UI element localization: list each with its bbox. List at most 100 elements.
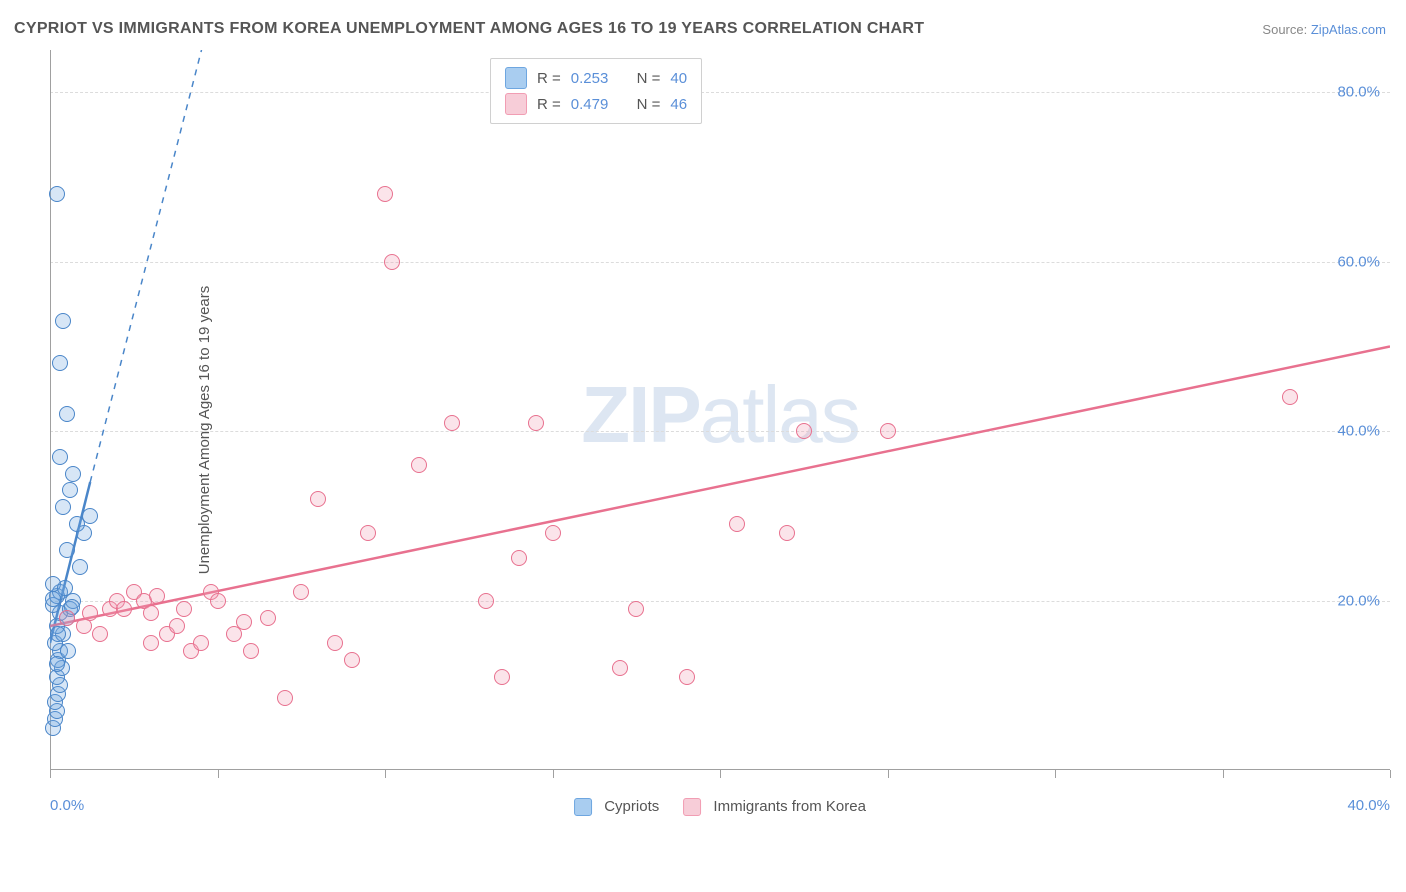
source-label: Source: xyxy=(1262,22,1307,37)
data-point xyxy=(1282,389,1298,405)
data-point xyxy=(193,635,209,651)
data-point xyxy=(384,254,400,270)
correlation-legend: R = 0.253 N = 40 R = 0.479 N = 46 xyxy=(490,58,702,124)
gridline-h xyxy=(50,92,1390,93)
data-point xyxy=(52,449,68,465)
data-point xyxy=(377,186,393,202)
watermark-zip: ZIP xyxy=(581,370,699,459)
data-point xyxy=(411,457,427,473)
data-point xyxy=(49,656,65,672)
data-point xyxy=(293,584,309,600)
data-point xyxy=(528,415,544,431)
data-point xyxy=(545,525,561,541)
data-point xyxy=(72,559,88,575)
data-point xyxy=(679,669,695,685)
data-point xyxy=(116,601,132,617)
data-point xyxy=(59,542,75,558)
legend-r-value: 0.253 xyxy=(571,70,609,87)
y-tick-label: 20.0% xyxy=(1337,592,1380,609)
x-tick-mark xyxy=(50,770,51,778)
data-point xyxy=(143,635,159,651)
x-tick-mark xyxy=(1390,770,1391,778)
legend-item-cypriots: Cypriots xyxy=(574,798,659,816)
data-point xyxy=(880,423,896,439)
data-point xyxy=(52,355,68,371)
trend-lines xyxy=(50,50,1390,770)
data-point xyxy=(82,605,98,621)
data-point xyxy=(327,635,343,651)
legend-row: R = 0.479 N = 46 xyxy=(505,91,687,117)
watermark: ZIPatlas xyxy=(581,369,858,461)
data-point xyxy=(236,614,252,630)
data-point xyxy=(169,618,185,634)
legend-item-korea: Immigrants from Korea xyxy=(683,798,866,816)
x-tick-mark xyxy=(385,770,386,778)
gridline-h xyxy=(50,262,1390,263)
data-point xyxy=(729,516,745,532)
chart-title: CYPRIOT VS IMMIGRANTS FROM KOREA UNEMPLO… xyxy=(14,20,924,38)
data-point xyxy=(149,588,165,604)
legend-swatch-korea xyxy=(683,798,701,816)
y-tick-label: 80.0% xyxy=(1337,84,1380,101)
legend-r-label: R = xyxy=(537,70,561,87)
gridline-h xyxy=(50,601,1390,602)
series-legend: Cypriots Immigrants from Korea xyxy=(574,798,866,816)
data-point xyxy=(210,593,226,609)
data-point xyxy=(779,525,795,541)
x-tick-mark xyxy=(553,770,554,778)
x-tick-mark xyxy=(218,770,219,778)
legend-n-value: 46 xyxy=(670,96,687,113)
legend-label: Cypriots xyxy=(604,798,659,815)
data-point xyxy=(796,423,812,439)
plot-area: Unemployment Among Ages 16 to 19 years Z… xyxy=(50,50,1390,810)
data-point xyxy=(478,593,494,609)
data-point xyxy=(494,669,510,685)
data-point xyxy=(59,406,75,422)
data-point xyxy=(55,313,71,329)
x-tick-mark xyxy=(1223,770,1224,778)
legend-swatch-korea xyxy=(505,93,527,115)
legend-n-value: 40 xyxy=(670,70,687,87)
data-point xyxy=(444,415,460,431)
y-tick-label: 40.0% xyxy=(1337,423,1380,440)
legend-swatch-cypriots xyxy=(505,67,527,89)
x-tick-mark xyxy=(720,770,721,778)
data-point xyxy=(62,482,78,498)
data-point xyxy=(511,550,527,566)
x-tick-label: 0.0% xyxy=(50,797,84,814)
legend-swatch-cypriots xyxy=(574,798,592,816)
data-point xyxy=(65,466,81,482)
source-attribution: Source: ZipAtlas.com xyxy=(1262,22,1386,37)
x-tick-label: 40.0% xyxy=(1347,797,1390,814)
data-point xyxy=(82,508,98,524)
x-tick-mark xyxy=(1055,770,1056,778)
data-point xyxy=(260,610,276,626)
data-point xyxy=(344,652,360,668)
data-point xyxy=(55,499,71,515)
data-point xyxy=(176,601,192,617)
x-tick-mark xyxy=(888,770,889,778)
data-point xyxy=(60,643,76,659)
data-point xyxy=(310,491,326,507)
data-point xyxy=(277,690,293,706)
data-point xyxy=(59,610,75,626)
data-point xyxy=(143,605,159,621)
y-axis-label: Unemployment Among Ages 16 to 19 years xyxy=(196,286,213,575)
legend-label: Immigrants from Korea xyxy=(713,798,866,815)
data-point xyxy=(57,580,73,596)
gridline-h xyxy=(50,431,1390,432)
data-point xyxy=(49,186,65,202)
y-tick-label: 60.0% xyxy=(1337,253,1380,270)
legend-n-label: N = xyxy=(637,96,661,113)
data-point xyxy=(360,525,376,541)
data-point xyxy=(92,626,108,642)
legend-row: R = 0.253 N = 40 xyxy=(505,65,687,91)
watermark-atlas: atlas xyxy=(700,370,859,459)
source-link[interactable]: ZipAtlas.com xyxy=(1311,22,1386,37)
legend-r-label: R = xyxy=(537,96,561,113)
data-point xyxy=(243,643,259,659)
data-point xyxy=(612,660,628,676)
data-point xyxy=(628,601,644,617)
legend-r-value: 0.479 xyxy=(571,96,609,113)
data-point xyxy=(50,626,66,642)
